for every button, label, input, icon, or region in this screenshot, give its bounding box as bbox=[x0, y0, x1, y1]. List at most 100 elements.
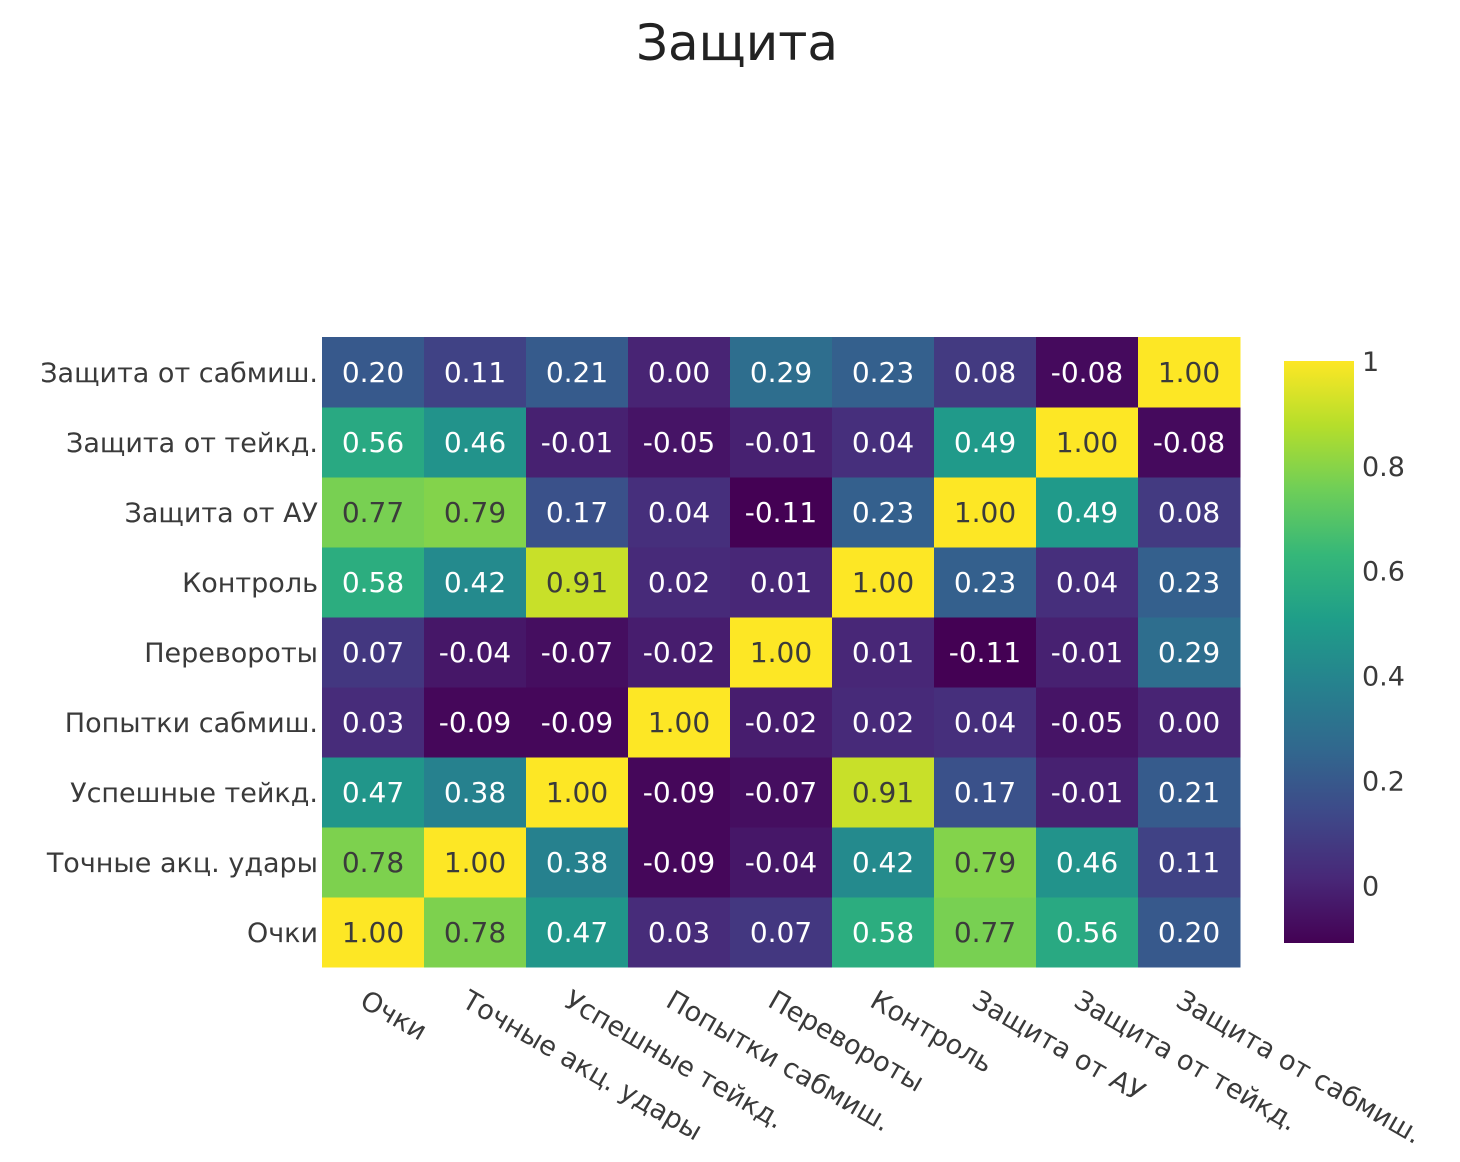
heatmap-cell bbox=[1036, 687, 1139, 758]
heatmap-cell bbox=[1138, 617, 1241, 688]
heatmap-cell-value: 0.47 bbox=[546, 916, 608, 949]
heatmap-cell-value: 0.00 bbox=[648, 356, 710, 389]
heatmap-cell bbox=[526, 617, 629, 688]
y-axis-tick-label: Защита от сабмиш. bbox=[40, 358, 318, 389]
heatmap-cell bbox=[1138, 407, 1241, 478]
y-axis-tick-label: Успешные тейкд. bbox=[70, 778, 318, 809]
heatmap-cell-value: 0.42 bbox=[444, 566, 506, 599]
heatmap-cell bbox=[832, 827, 935, 898]
heatmap-cell-value: 0.04 bbox=[954, 706, 1016, 739]
heatmap-cell-value: -0.09 bbox=[643, 846, 715, 879]
heatmap-cell-value: 0.21 bbox=[546, 356, 608, 389]
heatmap-cell bbox=[526, 547, 629, 618]
heatmap-cell-value: 1.00 bbox=[1158, 356, 1220, 389]
heatmap-cell-value: 0.42 bbox=[852, 846, 914, 879]
heatmap-cell bbox=[832, 477, 935, 548]
heatmap-cell-value: 0.17 bbox=[954, 776, 1016, 809]
heatmap-cell-value: 0.00 bbox=[1158, 706, 1220, 739]
heatmap-cell bbox=[424, 337, 527, 408]
heatmap-cell-value: -0.09 bbox=[439, 706, 511, 739]
heatmap-cell-value: -0.08 bbox=[1153, 426, 1225, 459]
heatmap-cell bbox=[730, 757, 833, 828]
heatmap-cell bbox=[424, 757, 527, 828]
heatmap-cell-value: 0.91 bbox=[852, 776, 914, 809]
heatmap-cell bbox=[934, 687, 1037, 758]
heatmap-cell-value: 0.02 bbox=[648, 566, 710, 599]
heatmap-cell-value: -0.07 bbox=[745, 776, 817, 809]
heatmap-cell bbox=[322, 757, 425, 828]
heatmap-cell bbox=[526, 757, 629, 828]
heatmap-cell-value: 0.79 bbox=[444, 496, 506, 529]
heatmap-cell-value: 0.29 bbox=[1158, 636, 1220, 669]
heatmap-cell bbox=[628, 547, 731, 618]
heatmap-cell bbox=[1138, 687, 1241, 758]
heatmap-cell bbox=[730, 547, 833, 618]
heatmap-cell-value: 0.38 bbox=[546, 846, 608, 879]
heatmap-cell bbox=[934, 337, 1037, 408]
heatmap-cell bbox=[730, 477, 833, 548]
heatmap-cell-value: 0.11 bbox=[1158, 846, 1220, 879]
heatmap-cell bbox=[1138, 547, 1241, 618]
heatmap-cell-value: -0.05 bbox=[643, 426, 715, 459]
heatmap-cell bbox=[832, 687, 935, 758]
y-axis-tick-labels: Очки Точные акц. удары Успешные тейкд. Попы… bbox=[40, 358, 318, 949]
heatmap-cell-value: 0.23 bbox=[852, 356, 914, 389]
heatmap-cell bbox=[1036, 407, 1139, 478]
heatmap-cell bbox=[322, 477, 425, 548]
heatmap-cell-value: 0.46 bbox=[1056, 846, 1118, 879]
heatmap-cell-value: 0.07 bbox=[750, 916, 812, 949]
heatmap-cell bbox=[1036, 617, 1139, 688]
heatmap-cell bbox=[832, 617, 935, 688]
heatmap-cell bbox=[424, 617, 527, 688]
heatmap-cell-value: -0.11 bbox=[949, 636, 1021, 669]
heatmap-cell bbox=[1138, 827, 1241, 898]
heatmap-cell bbox=[1138, 337, 1241, 408]
heatmap-cell bbox=[832, 337, 935, 408]
heatmap-cell bbox=[730, 407, 833, 478]
y-axis-tick-label: Контроль bbox=[182, 568, 318, 599]
heatmap-cell-value: 0.49 bbox=[954, 426, 1016, 459]
heatmap-cell-value: 0.01 bbox=[750, 566, 812, 599]
heatmap-cell bbox=[832, 547, 935, 618]
heatmap-cell bbox=[1138, 897, 1241, 968]
heatmap-cell bbox=[322, 897, 425, 968]
heatmap-cell-value: 0.23 bbox=[1158, 566, 1220, 599]
y-axis-tick-label: Попытки сабмиш. bbox=[65, 708, 318, 739]
heatmap-cell bbox=[628, 407, 731, 478]
heatmap-cell bbox=[730, 687, 833, 758]
y-axis-tick-label: Очки bbox=[247, 918, 318, 949]
heatmap-cell-value: 0.47 bbox=[342, 776, 404, 809]
heatmap-cell bbox=[322, 547, 425, 618]
colorbar-tick-label: 0.8 bbox=[1362, 452, 1405, 483]
heatmap-cell bbox=[424, 407, 527, 478]
colorbar-tick-label: 0.2 bbox=[1362, 766, 1405, 797]
heatmap-cell-value: 0.29 bbox=[750, 356, 812, 389]
x-axis-tick-label: Защита от АУ bbox=[967, 985, 1150, 1109]
heatmap-cell-value: 1.00 bbox=[546, 776, 608, 809]
heatmap-cell-value: 0.01 bbox=[852, 636, 914, 669]
colorbar-tick-label: 0.4 bbox=[1362, 662, 1405, 693]
heatmap-cell bbox=[322, 687, 425, 758]
heatmap-cell-value: -0.07 bbox=[541, 636, 613, 669]
heatmap-cell bbox=[730, 617, 833, 688]
heatmap-cell bbox=[628, 337, 731, 408]
heatmap-cell bbox=[424, 827, 527, 898]
heatmap-cell bbox=[730, 337, 833, 408]
heatmap-cell bbox=[832, 897, 935, 968]
x-axis-tick-label: Очки bbox=[355, 985, 432, 1047]
colorbar-tick-label: 0 bbox=[1362, 871, 1379, 902]
heatmap-cell-value: 0.04 bbox=[852, 426, 914, 459]
heatmap-cell bbox=[424, 477, 527, 548]
heatmap-cell-value: -0.11 bbox=[745, 496, 817, 529]
heatmap-cell-value: 0.49 bbox=[1056, 496, 1118, 529]
heatmap-cell-value: 0.02 bbox=[852, 706, 914, 739]
heatmap-cell bbox=[424, 547, 527, 618]
heatmap-cell-value: -0.08 bbox=[1051, 356, 1123, 389]
heatmap-cell bbox=[1036, 477, 1139, 548]
colorbar: 0 0.2 0.4 0.6 0.8 1 bbox=[1284, 347, 1405, 943]
heatmap-cell-value: 0.21 bbox=[1158, 776, 1220, 809]
heatmap-cell bbox=[322, 407, 425, 478]
heatmap-cell bbox=[628, 617, 731, 688]
heatmap-cell-value: -0.01 bbox=[745, 426, 817, 459]
